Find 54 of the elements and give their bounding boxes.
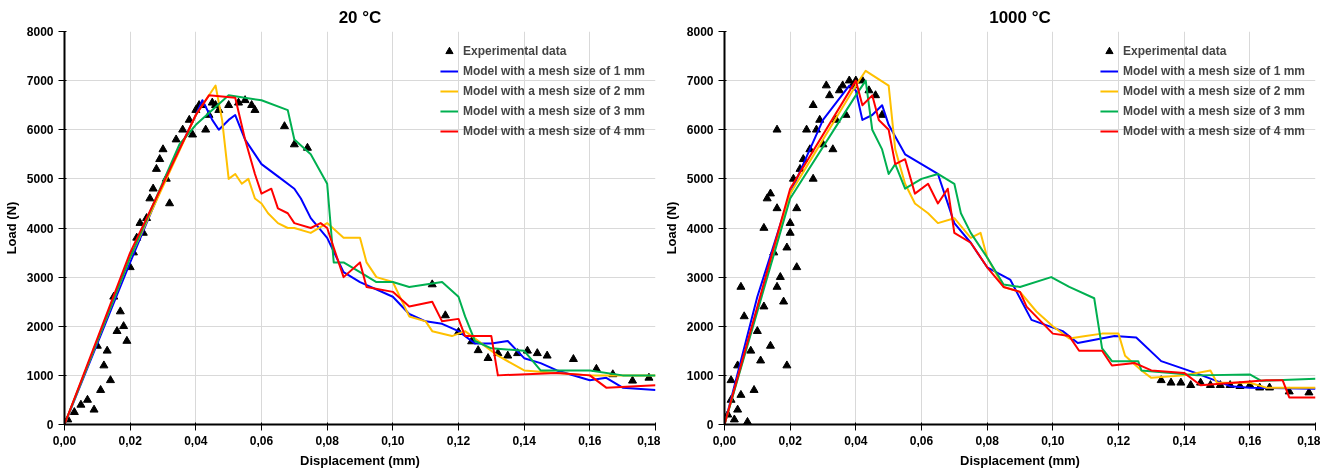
y-tick-label: 3000: [686, 270, 714, 285]
x-tick-label: 0,10: [1041, 433, 1065, 448]
y-tick-label: 4000: [26, 221, 54, 236]
y-tick-label: 1000: [686, 368, 714, 383]
x-tick-label: 0,04: [184, 433, 208, 448]
x-tick-label: 0,00: [52, 433, 77, 448]
x-tick-label: 0,16: [1238, 433, 1262, 448]
chart-title: 1000 °C: [989, 7, 1051, 27]
x-tick-label: 0,14: [512, 433, 537, 448]
y-tick-label: 7000: [686, 74, 714, 89]
legend-label: Model with a mesh size of 1 mm: [1122, 64, 1305, 78]
legend-label: Model with a mesh size of 3 mm: [462, 104, 645, 118]
y-tick-label: 3000: [26, 270, 54, 285]
y-axis-title: Load (N): [663, 201, 679, 255]
y-tick-label: 5000: [686, 172, 714, 187]
x-tick-label: 0,14: [1172, 433, 1197, 448]
chart-title: 20 °C: [338, 7, 382, 27]
y-tick-label: 7000: [26, 74, 54, 89]
x-tick-label: 0,02: [118, 433, 143, 448]
x-tick-label: 0,04: [844, 433, 868, 448]
x-tick-label: 0,12: [446, 433, 471, 448]
legend-label: Model with a mesh size of 4 mm: [1122, 124, 1305, 138]
y-tick-label: 6000: [26, 123, 54, 138]
legend-label: Model with a mesh size of 2 mm: [462, 84, 645, 98]
y-tick-label: 2000: [26, 319, 54, 334]
x-axis-title: Displacement (mm): [960, 452, 1080, 468]
x-tick-label: 0,08: [975, 433, 1000, 448]
x-axis-title: Displacement (mm): [300, 452, 420, 468]
legend-label: Experimental data: [462, 44, 567, 58]
y-tick-label: 5000: [26, 172, 54, 187]
y-tick-label: 8000: [686, 25, 714, 39]
legend-label: Model with a mesh size of 4 mm: [462, 124, 645, 138]
x-tick-label: 0,00: [712, 433, 737, 448]
x-tick-label: 0,10: [381, 433, 405, 448]
y-tick-label: 8000: [26, 25, 54, 39]
x-tick-label: 0,18: [1297, 433, 1321, 448]
y-tick-label: 4000: [686, 221, 714, 236]
x-tick-label: 0,08: [315, 433, 340, 448]
legend-label: Model with a mesh size of 3 mm: [1122, 104, 1305, 118]
y-tick-label: 2000: [686, 319, 714, 334]
x-tick-label: 0,06: [249, 433, 274, 448]
y-tick-label: 6000: [686, 123, 714, 138]
x-tick-label: 0,16: [578, 433, 602, 448]
x-tick-label: 0,12: [1106, 433, 1131, 448]
x-tick-label: 0,06: [909, 433, 934, 448]
y-tick-label: 0: [46, 418, 54, 432]
x-tick-label: 0,18: [637, 433, 661, 448]
y-tick-label: 0: [706, 418, 714, 432]
x-tick-label: 0,02: [778, 433, 803, 448]
legend-label: Model with a mesh size of 2 mm: [1122, 84, 1305, 98]
legend-label: Experimental data: [1122, 44, 1227, 58]
legend-label: Model with a mesh size of 1 mm: [462, 64, 645, 78]
y-tick-label: 1000: [26, 368, 54, 383]
y-axis-title: Load (N): [3, 201, 19, 255]
